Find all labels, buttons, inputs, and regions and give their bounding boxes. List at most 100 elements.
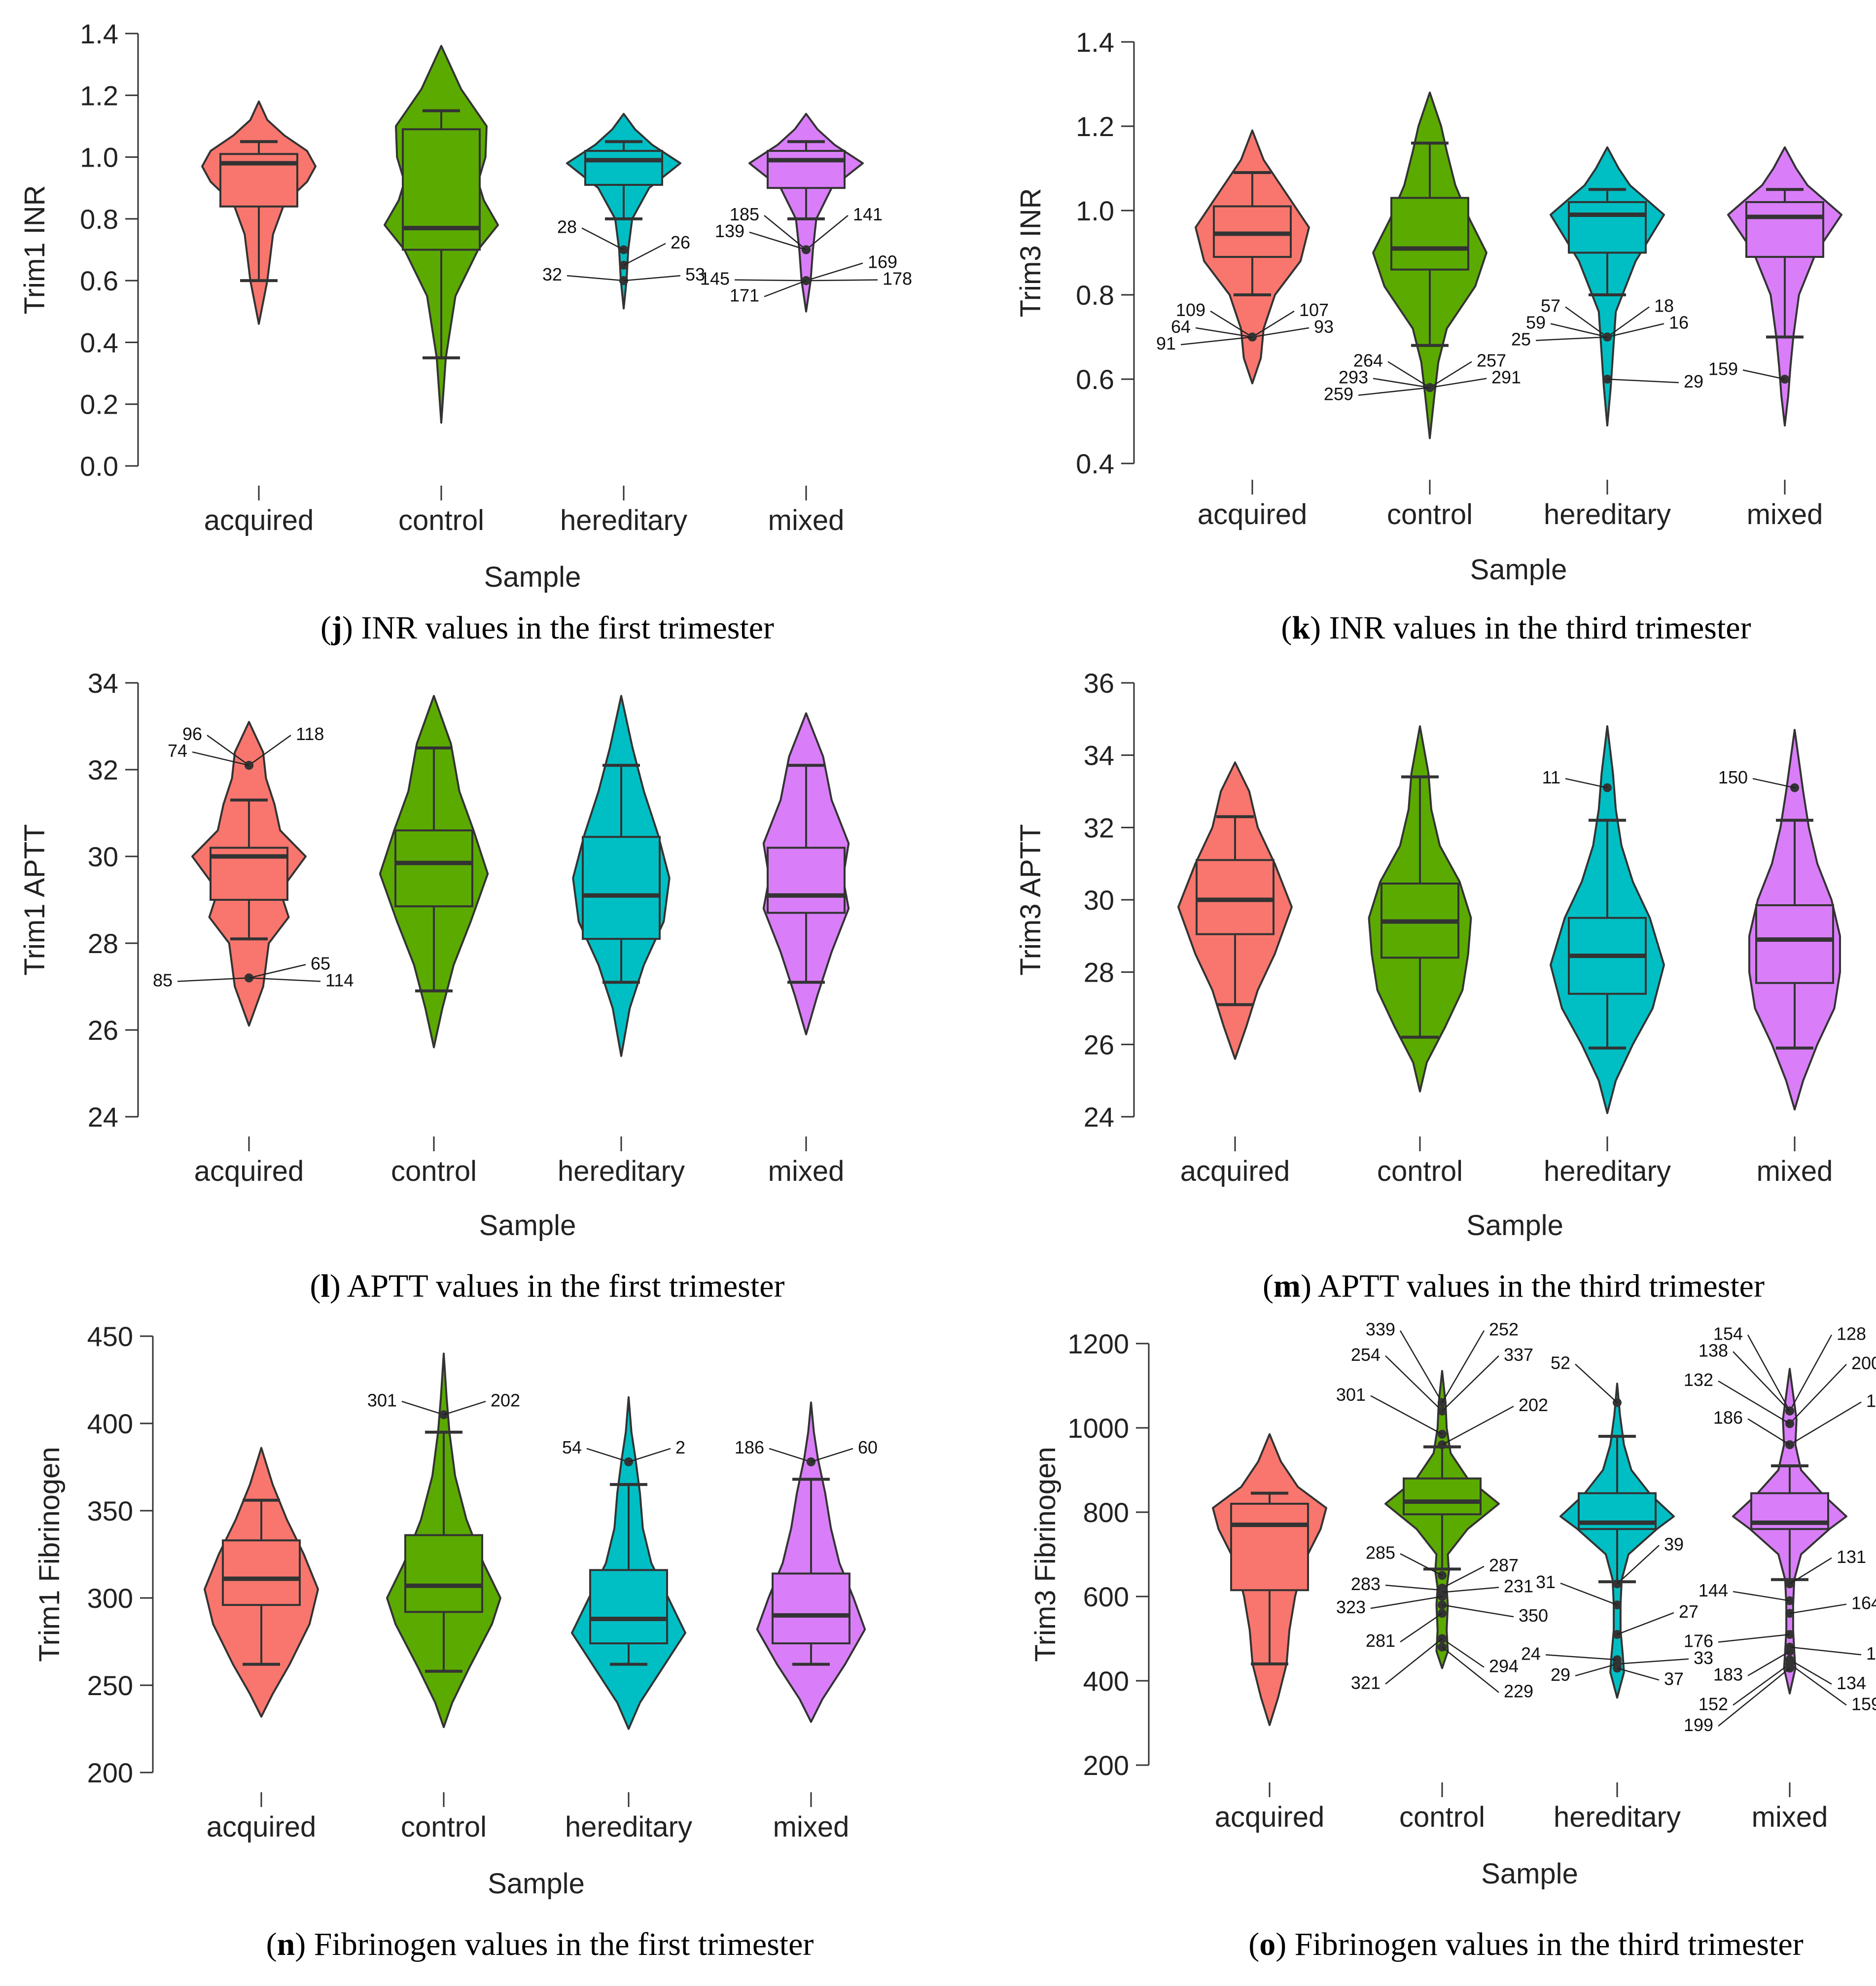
outlier-label: 291 bbox=[1491, 367, 1521, 388]
y-tick-label: 300 bbox=[87, 1583, 133, 1614]
outlier-leader-line bbox=[1373, 378, 1430, 389]
outlier-label: 39 bbox=[1664, 1534, 1684, 1554]
outlier-leader-line bbox=[1789, 1663, 1847, 1706]
caption-text: INR values in the third trimester bbox=[1329, 610, 1751, 646]
y-tick-label: 1.0 bbox=[80, 142, 118, 173]
outlier-label: 18 bbox=[1654, 296, 1674, 316]
outlier-leader-line bbox=[806, 215, 849, 250]
outlier-label: 132 bbox=[1684, 1370, 1713, 1390]
outlier-label: 229 bbox=[1504, 1681, 1533, 1702]
caption-text: INR values in the first trimester bbox=[361, 610, 774, 646]
x-tick-label: mixed bbox=[1747, 498, 1823, 531]
outlier-leader-line bbox=[401, 1401, 444, 1416]
y-tick-label: 400 bbox=[87, 1408, 133, 1439]
outlier-label: 26 bbox=[671, 232, 690, 252]
outlier-label: 281 bbox=[1366, 1631, 1395, 1651]
outlier-leader-line bbox=[248, 735, 291, 766]
group-control: 339 252 254 337 301 202 285 287 283 231 323 350 281 2… bbox=[1336, 1319, 1548, 1702]
x-axis-title: Sample bbox=[1470, 554, 1567, 586]
outlier-leader-line bbox=[1400, 1553, 1443, 1576]
caption-paren-close: ) bbox=[1310, 610, 1329, 646]
outlier-label: 287 bbox=[1489, 1555, 1519, 1575]
x-axis-title: Sample bbox=[488, 1868, 585, 1900]
outlier-leader-line bbox=[1617, 1658, 1689, 1665]
group-hereditary: 11 bbox=[1542, 725, 1665, 1114]
outlier-leader-line bbox=[566, 275, 624, 282]
y-axis-title: Trim3 Fibrinogen bbox=[1029, 1447, 1062, 1662]
panel-caption: (m) APTT values in the third trimester bbox=[1263, 1268, 1765, 1304]
box-iqr bbox=[222, 1539, 301, 1606]
outlier-label: 178 bbox=[883, 269, 912, 289]
chart-panel-m: 24 26 28 30 32 34 36 Trim3 APTT acquired control 1… bbox=[1015, 668, 1841, 1304]
outlier-label: 60 bbox=[858, 1437, 878, 1457]
outlier-leader-line bbox=[1733, 1591, 1790, 1601]
y-tick-label: 0.8 bbox=[80, 204, 118, 235]
outlier-leader-line bbox=[1442, 1604, 1514, 1618]
panel-caption: (j) INR values in the first trimester bbox=[320, 610, 774, 646]
caption-paren-close: ) bbox=[1301, 1268, 1318, 1304]
outlier-label: 134 bbox=[1837, 1673, 1866, 1693]
y-tick-label: 200 bbox=[1083, 1750, 1129, 1781]
group-hereditary bbox=[572, 695, 671, 1057]
caption-paren-close: ) bbox=[342, 610, 361, 646]
y-tick-label: 0.6 bbox=[80, 265, 118, 296]
x-tick-label: hereditary bbox=[560, 504, 687, 536]
y-tick-label: 0.2 bbox=[80, 389, 118, 420]
y-tick-label: 24 bbox=[88, 1101, 118, 1133]
y-tick-label: 30 bbox=[88, 841, 118, 872]
outlier-leader-line bbox=[1565, 306, 1608, 338]
group-control: 301 202 bbox=[367, 1352, 520, 1728]
box-iqr bbox=[1568, 201, 1647, 254]
y-axis-title: Trim1 INR bbox=[19, 185, 51, 314]
outlier-leader-line bbox=[1607, 323, 1664, 338]
outlier-label: 107 bbox=[1299, 300, 1329, 320]
outlier-label: 93 bbox=[1314, 317, 1334, 337]
group-acquired bbox=[204, 1447, 319, 1718]
y-tick-label: 28 bbox=[1084, 957, 1114, 988]
y-axis-title: Trim1 Fibrinogen bbox=[34, 1447, 66, 1662]
outlier-leader-line bbox=[1747, 1651, 1790, 1676]
outlier-leader-line bbox=[1442, 1355, 1499, 1412]
box-iqr bbox=[1403, 1477, 1482, 1516]
outlier-leader-line bbox=[1441, 1330, 1485, 1403]
x-axis-title: Sample bbox=[1466, 1209, 1563, 1241]
group-control bbox=[379, 695, 489, 1049]
x-tick-label: control bbox=[1399, 1801, 1485, 1833]
outlier-leader-line bbox=[1617, 1545, 1660, 1585]
x-tick-label: acquired bbox=[1215, 1801, 1324, 1833]
outlier-leader-line bbox=[1400, 1613, 1443, 1643]
outlier-label: 27 bbox=[1679, 1601, 1699, 1622]
outlier-label: 231 bbox=[1504, 1576, 1533, 1596]
caption-paren-open: ( bbox=[1248, 1926, 1259, 1962]
outlier-leader-line bbox=[1560, 1582, 1618, 1606]
y-tick-label: 0.6 bbox=[1076, 364, 1114, 395]
outlier-leader-line bbox=[581, 227, 624, 250]
outlier-leader-line bbox=[1387, 361, 1430, 389]
box-iqr bbox=[584, 150, 663, 186]
outlier-leader-line bbox=[1789, 1401, 1862, 1446]
outlier-leader-line bbox=[1545, 1654, 1618, 1661]
outlier-label: 185 bbox=[730, 204, 759, 224]
y-tick-label: 0.4 bbox=[1076, 448, 1114, 479]
outlier-leader-line bbox=[1385, 1638, 1443, 1685]
outlier-leader-line bbox=[811, 1448, 853, 1463]
y-tick-label: 34 bbox=[88, 668, 118, 699]
outlier-leader-line bbox=[1718, 1380, 1790, 1424]
group-mixed: 185 141 139 169 145 178 171 bbox=[700, 112, 912, 313]
group-acquired bbox=[201, 100, 317, 325]
x-tick-label: acquired bbox=[1198, 498, 1307, 531]
outlier-leader-line bbox=[1575, 1363, 1618, 1403]
caption-text: APTT values in the third trimester bbox=[1318, 1268, 1765, 1304]
outlier-leader-line bbox=[734, 279, 807, 282]
y-tick-label: 1.2 bbox=[80, 80, 118, 111]
caption-letter: o bbox=[1259, 1926, 1275, 1962]
y-tick-label: 400 bbox=[1083, 1666, 1129, 1697]
x-tick-label: acquired bbox=[207, 1811, 316, 1843]
panel-caption: (o) Fibrinogen values in the third trime… bbox=[1248, 1926, 1803, 1962]
caption-paren-open: ( bbox=[1263, 1268, 1274, 1304]
outlier-leader-line bbox=[628, 1448, 671, 1463]
y-tick-label: 1000 bbox=[1067, 1413, 1129, 1444]
outlier-leader-line bbox=[1575, 1663, 1618, 1677]
y-tick-label: 1.2 bbox=[1076, 111, 1114, 142]
caption-paren-open: ( bbox=[310, 1268, 321, 1304]
